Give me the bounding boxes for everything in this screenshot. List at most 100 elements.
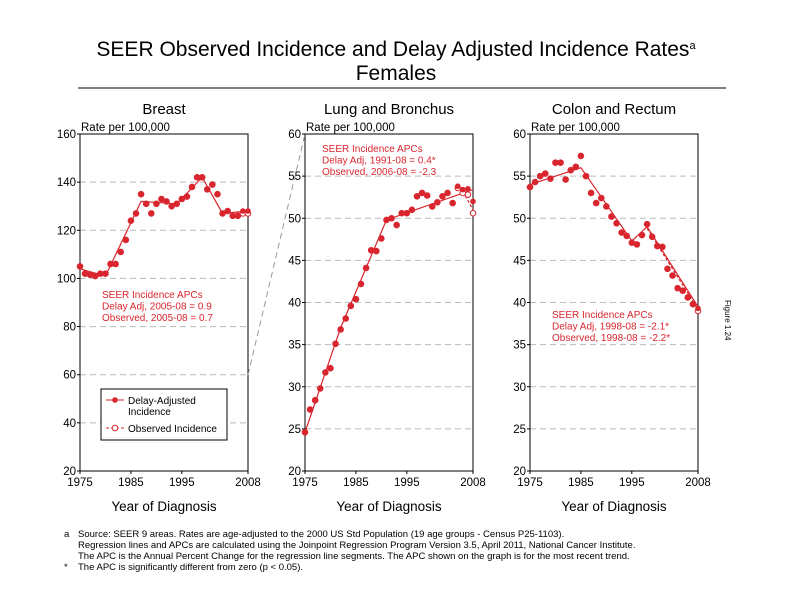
delay-adjusted-point — [659, 244, 666, 250]
delay-adjusted-point — [419, 190, 425, 196]
y-tick-label: 20 — [288, 466, 301, 478]
delay-adjusted-point — [527, 184, 533, 190]
delay-adjusted-point — [542, 170, 549, 177]
x-tick-label: 2008 — [685, 477, 711, 489]
delay-adjusted-point — [623, 233, 630, 239]
delay-adjusted-point — [158, 196, 165, 202]
delay-adjusted-point — [618, 229, 625, 236]
apc-annotation: SEER Incidence APCs — [552, 310, 653, 321]
delay-adjusted-point — [204, 186, 211, 193]
delay-adjusted-point — [608, 213, 615, 220]
y-tick-label: 45 — [288, 255, 301, 267]
x-tick-label: 1985 — [118, 477, 144, 489]
delay-adjusted-point — [368, 247, 374, 254]
delay-adjusted-point — [552, 159, 559, 166]
delay-adjusted-point — [679, 287, 686, 294]
delay-adjusted-point — [414, 193, 420, 200]
delay-adjusted-point — [332, 340, 339, 347]
delay-adjusted-point — [649, 233, 655, 240]
delay-adjusted-point — [77, 263, 83, 270]
delay-adjusted-point — [567, 167, 574, 174]
y-tick-label: 30 — [513, 382, 526, 394]
delay-adjusted-point — [669, 272, 676, 279]
y-tick-label: 60 — [288, 129, 301, 141]
delay-adjusted-point — [133, 210, 139, 217]
delay-adjusted-point — [409, 207, 415, 213]
delay-adjusted-point — [685, 294, 691, 301]
apc-annotation: Observed, 2006-08 = -2.3 — [322, 167, 437, 178]
delay-adjusted-point — [312, 397, 318, 404]
delay-adjusted-point — [358, 281, 364, 287]
legend-box — [100, 388, 228, 441]
y-axis-label: Rate per 100,000 — [306, 122, 395, 134]
delay-adjusted-point — [235, 213, 241, 219]
legend-marker-delay — [112, 397, 118, 403]
delay-adjusted-point — [388, 215, 395, 222]
delay-adjusted-point — [695, 305, 701, 312]
delay-adjusted-point — [598, 195, 605, 201]
delay-adjusted-point — [690, 301, 696, 307]
y-tick-label: 40 — [288, 298, 301, 310]
y-tick-label: 45 — [513, 255, 526, 267]
trend-line-delay-adjusted — [304, 189, 474, 433]
y-tick-label: 30 — [288, 382, 301, 394]
panel-breast: Breast Rate per 100,000 Year of Diagnosis 2… — [57, 101, 261, 514]
footnote: a Source: SEER 9 areas. Rates are age-adj… — [64, 529, 565, 540]
y-tick-label: 80 — [63, 322, 76, 334]
y-tick-label: 20 — [63, 466, 76, 478]
delay-adjusted-point — [424, 192, 430, 199]
x-axis-label: Year of Diagnosis — [561, 499, 667, 514]
delay-adjusted-point — [153, 201, 160, 207]
legend-label-observed: Observed Incidence — [128, 424, 217, 435]
delay-adjusted-point — [327, 365, 334, 372]
delay-adjusted-point — [163, 198, 170, 205]
x-tick-label: 1995 — [619, 477, 645, 489]
apc-annotation: SEER Incidence APCs — [322, 144, 423, 155]
delay-adjusted-point — [664, 266, 671, 272]
apc-annotation: Observed, 1998-08 = -2.2* — [552, 333, 670, 344]
delay-adjusted-point — [398, 210, 405, 216]
trend-line-observed — [646, 228, 699, 310]
scale-break-connector — [247, 133, 306, 376]
delay-adjusted-point — [348, 303, 354, 309]
x-axis-label: Year of Diagnosis — [111, 499, 217, 514]
delay-adjusted-point — [460, 186, 466, 193]
delay-adjusted-point — [573, 164, 579, 170]
panel-colon-and-rectum: Colon and Rectum Rate per 100,000 Year of … — [513, 101, 711, 514]
y-axis-label: Rate per 100,000 — [81, 122, 170, 134]
delay-adjusted-point — [199, 174, 205, 181]
delay-adjusted-point — [112, 261, 119, 267]
delay-adjusted-point — [593, 200, 599, 206]
apc-annotation: Observed, 2005-08 = 0.7 — [102, 313, 213, 324]
delay-adjusted-point — [562, 176, 569, 183]
delay-adjusted-point — [240, 208, 246, 214]
x-tick-label: 1975 — [517, 477, 543, 489]
delay-adjusted-point — [537, 173, 543, 179]
title-footnote-mark: a — [689, 40, 696, 52]
delay-adjusted-point — [557, 159, 564, 166]
y-tick-label: 35 — [288, 340, 301, 352]
y-tick-label: 160 — [57, 129, 76, 141]
x-tick-label: 2008 — [460, 477, 486, 489]
delay-adjusted-point — [373, 248, 380, 254]
delay-adjusted-point — [613, 220, 620, 227]
apc-annotation: SEER Incidence APCs — [102, 290, 203, 301]
observed-point — [464, 191, 472, 198]
delay-adjusted-point — [454, 183, 461, 190]
y-tick-label: 60 — [513, 129, 526, 141]
y-tick-label: 50 — [288, 213, 301, 225]
delay-adjusted-point — [214, 191, 221, 197]
delay-adjusted-point — [444, 190, 451, 196]
x-tick-label: 1995 — [169, 477, 195, 489]
y-tick-label: 140 — [57, 177, 76, 189]
y-tick-label: 25 — [513, 424, 526, 436]
delay-adjusted-point — [209, 181, 216, 188]
delay-adjusted-point — [378, 235, 385, 242]
trend-line-delay-adjusted — [529, 166, 699, 308]
figure-title: SEER Observed Incidence and Delay Adjust… — [0, 38, 792, 86]
delay-adjusted-point — [302, 429, 308, 436]
delay-adjusted-point — [107, 261, 114, 267]
figure-label: Figure 1.24 — [723, 300, 732, 341]
